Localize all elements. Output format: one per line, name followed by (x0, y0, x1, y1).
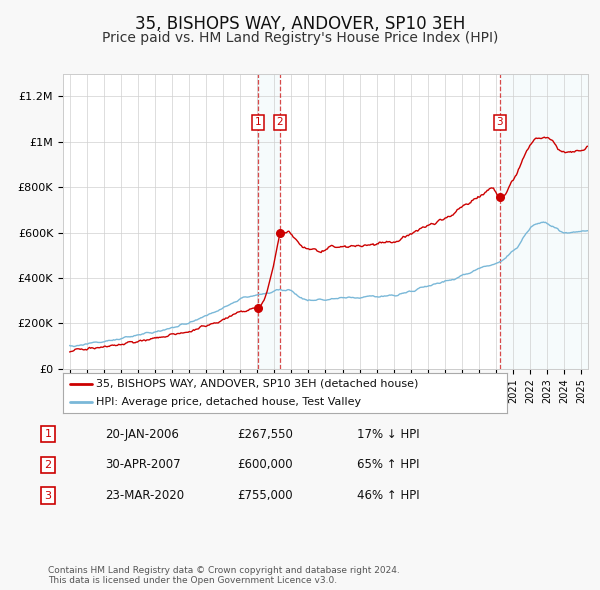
Text: £267,550: £267,550 (237, 428, 293, 441)
Text: 2: 2 (277, 117, 283, 127)
Text: 65% ↑ HPI: 65% ↑ HPI (357, 458, 419, 471)
Bar (258, 74, 280, 369)
Text: 2: 2 (44, 460, 52, 470)
Text: £755,000: £755,000 (237, 489, 293, 502)
Text: 46% ↑ HPI: 46% ↑ HPI (357, 489, 419, 502)
Text: 3: 3 (44, 491, 52, 500)
Text: 1: 1 (255, 117, 262, 127)
Bar (500, 74, 588, 369)
Text: 20-JAN-2006: 20-JAN-2006 (105, 428, 179, 441)
Text: 23-MAR-2020: 23-MAR-2020 (105, 489, 184, 502)
Text: 17% ↓ HPI: 17% ↓ HPI (357, 428, 419, 441)
Text: HPI: Average price, detached house, Test Valley: HPI: Average price, detached house, Test… (96, 397, 361, 407)
Text: 35, BISHOPS WAY, ANDOVER, SP10 3EH: 35, BISHOPS WAY, ANDOVER, SP10 3EH (135, 15, 465, 33)
Text: 1: 1 (44, 430, 52, 439)
Text: Price paid vs. HM Land Registry's House Price Index (HPI): Price paid vs. HM Land Registry's House … (102, 31, 498, 45)
Text: 35, BISHOPS WAY, ANDOVER, SP10 3EH (detached house): 35, BISHOPS WAY, ANDOVER, SP10 3EH (deta… (96, 379, 419, 389)
Text: £600,000: £600,000 (237, 458, 293, 471)
Text: 3: 3 (496, 117, 503, 127)
Text: Contains HM Land Registry data © Crown copyright and database right 2024.
This d: Contains HM Land Registry data © Crown c… (48, 566, 400, 585)
Text: 30-APR-2007: 30-APR-2007 (105, 458, 181, 471)
